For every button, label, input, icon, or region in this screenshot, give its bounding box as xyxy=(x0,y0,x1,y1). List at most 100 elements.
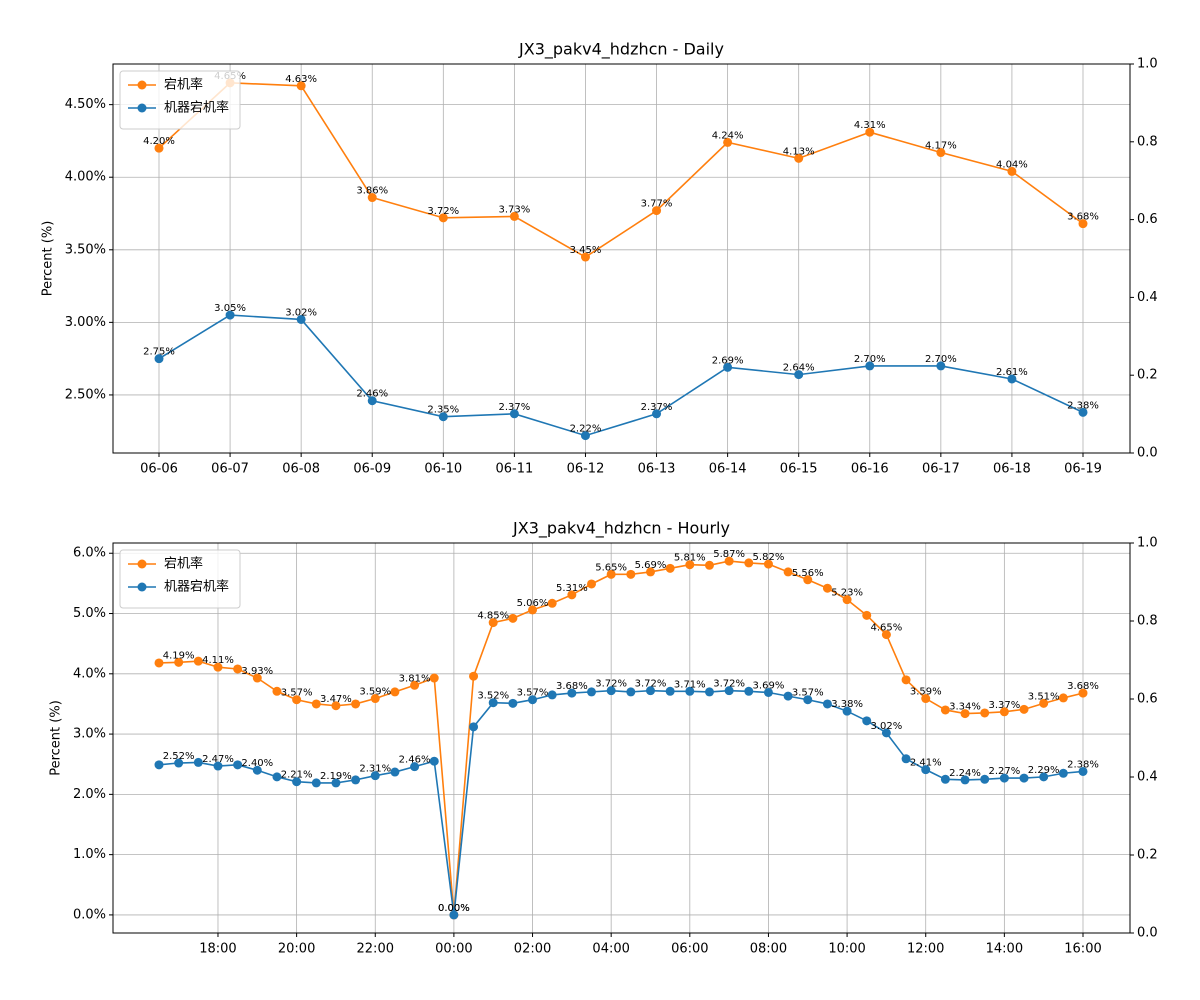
value-label: 4.63% xyxy=(285,74,317,85)
value-label: 2.24% xyxy=(949,768,981,779)
value-label: 3.77% xyxy=(641,199,673,210)
data-point xyxy=(980,708,990,718)
data-point xyxy=(744,558,754,568)
data-point xyxy=(1019,773,1029,783)
data-point xyxy=(213,662,223,672)
value-label: 3.57% xyxy=(281,688,313,699)
value-label: 3.73% xyxy=(498,204,530,215)
data-point xyxy=(881,728,891,738)
x-tick-label: 14:00 xyxy=(986,942,1023,957)
data-point xyxy=(296,81,306,91)
y2-tick-label: 0.8 xyxy=(1137,134,1158,149)
data-point xyxy=(1039,698,1049,708)
data-point xyxy=(940,705,950,715)
x-tick-label: 16:00 xyxy=(1064,942,1101,957)
data-point xyxy=(724,686,734,696)
data-point xyxy=(154,354,164,364)
data-point xyxy=(704,560,714,570)
value-label: 5.23% xyxy=(831,588,863,599)
data-point xyxy=(567,688,577,698)
data-point xyxy=(1039,772,1049,782)
y-tick-label: 4.00% xyxy=(65,170,106,185)
value-label: 5.81% xyxy=(674,553,706,564)
data-point xyxy=(1007,374,1017,384)
value-label: 2.69% xyxy=(712,355,744,366)
value-label: 2.38% xyxy=(1067,400,1099,411)
value-label: 3.02% xyxy=(285,307,317,318)
value-label: 5.69% xyxy=(635,560,667,571)
value-label: 2.19% xyxy=(320,771,352,782)
value-label: 4.04% xyxy=(996,159,1028,170)
data-point xyxy=(901,675,911,685)
value-label: 3.51% xyxy=(1028,691,1060,702)
y2-tick-label: 0.0 xyxy=(1137,446,1158,461)
value-label: 2.52% xyxy=(163,751,195,762)
x-tick-label: 20:00 xyxy=(278,942,315,957)
x-tick-label: 06-10 xyxy=(424,462,462,477)
x-tick-label: 06-16 xyxy=(851,462,889,477)
data-point xyxy=(763,687,773,697)
value-label: 3.57% xyxy=(792,688,824,699)
data-point xyxy=(1019,704,1029,714)
x-tick-label: 02:00 xyxy=(514,942,551,957)
y-tick-label: 3.00% xyxy=(65,315,106,330)
data-point xyxy=(645,567,655,577)
data-point xyxy=(606,686,616,696)
y-tick-label: 2.50% xyxy=(65,387,106,402)
data-point xyxy=(292,695,302,705)
plot-frame xyxy=(112,63,1131,454)
data-point xyxy=(567,590,577,600)
data-point xyxy=(822,583,832,593)
data-point xyxy=(370,771,380,781)
value-label: 4.13% xyxy=(783,146,815,157)
y-tick-label: 5.0% xyxy=(73,606,106,621)
data-point xyxy=(921,694,931,704)
x-tick-label: 18:00 xyxy=(199,942,236,957)
data-point xyxy=(665,563,675,573)
legend-marker xyxy=(137,559,147,569)
data-point xyxy=(1078,688,1088,698)
value-label: 5.06% xyxy=(517,598,549,609)
series-line xyxy=(158,314,1084,437)
value-label: 2.37% xyxy=(498,402,530,413)
y2-tick-label: 0.2 xyxy=(1137,848,1158,863)
x-tick-label: 06-15 xyxy=(780,462,818,477)
data-point xyxy=(410,680,420,690)
data-point xyxy=(331,778,341,788)
value-label: 0.00% xyxy=(438,903,470,914)
value-label: 3.34% xyxy=(949,702,981,713)
value-label: 5.31% xyxy=(556,583,588,594)
value-label: 4.17% xyxy=(925,141,957,152)
data-point xyxy=(921,765,931,775)
data-point xyxy=(960,709,970,719)
legend-label: 宕机率 xyxy=(164,77,203,93)
data-point xyxy=(509,409,519,419)
y2-tick-label: 1.0 xyxy=(1137,536,1158,551)
data-point xyxy=(865,361,875,371)
data-point xyxy=(508,698,518,708)
x-tick-label: 06-09 xyxy=(353,462,391,477)
data-point xyxy=(1058,693,1068,703)
x-tick-label: 06-14 xyxy=(709,462,747,477)
x-tick-label: 08:00 xyxy=(750,942,787,957)
data-point xyxy=(449,910,459,920)
data-point xyxy=(429,673,439,683)
data-point xyxy=(580,252,590,262)
data-point xyxy=(351,699,361,709)
value-label: 2.64% xyxy=(783,363,815,374)
value-label: 3.68% xyxy=(556,681,588,692)
data-point xyxy=(723,362,733,372)
data-point xyxy=(626,569,636,579)
value-label: 3.68% xyxy=(1067,212,1099,223)
data-point xyxy=(587,579,597,589)
data-point xyxy=(936,148,946,158)
y-tick-label: 6.0% xyxy=(73,546,106,561)
data-point xyxy=(606,569,616,579)
y2-tick-label: 0.0 xyxy=(1137,926,1158,941)
value-label: 3.37% xyxy=(988,700,1020,711)
value-label: 5.87% xyxy=(713,549,745,560)
y-tick-label: 4.0% xyxy=(73,666,106,681)
data-point xyxy=(803,575,813,585)
value-label: 2.29% xyxy=(1028,765,1060,776)
data-point xyxy=(547,690,557,700)
